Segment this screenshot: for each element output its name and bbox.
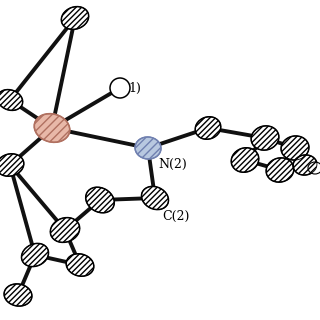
Ellipse shape — [308, 162, 320, 174]
Ellipse shape — [231, 148, 259, 172]
Ellipse shape — [141, 187, 169, 210]
Text: N(2): N(2) — [158, 158, 187, 171]
Ellipse shape — [135, 137, 161, 159]
Ellipse shape — [50, 218, 80, 242]
Ellipse shape — [0, 154, 24, 176]
Text: C(2): C(2) — [162, 210, 189, 223]
Ellipse shape — [110, 78, 130, 98]
Ellipse shape — [66, 254, 94, 276]
Ellipse shape — [0, 90, 23, 110]
Ellipse shape — [86, 187, 114, 213]
Ellipse shape — [266, 158, 294, 182]
Ellipse shape — [4, 284, 32, 306]
Ellipse shape — [34, 114, 70, 142]
Ellipse shape — [61, 7, 89, 29]
Ellipse shape — [21, 244, 49, 267]
Ellipse shape — [195, 117, 221, 139]
Ellipse shape — [281, 136, 309, 160]
Text: 1): 1) — [128, 82, 141, 95]
Ellipse shape — [293, 155, 317, 175]
Ellipse shape — [251, 126, 279, 150]
